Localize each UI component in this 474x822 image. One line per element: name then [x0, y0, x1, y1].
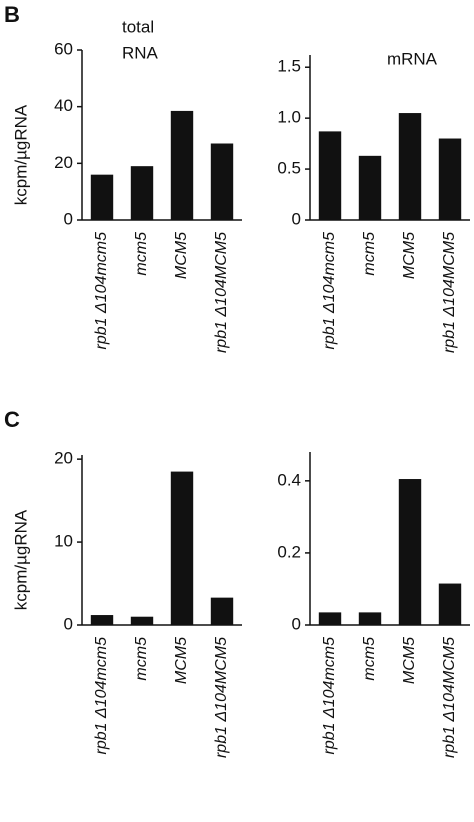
- x-tick-label: rpb1 Δ104MCM5: [213, 232, 230, 353]
- bar: [438, 583, 462, 625]
- y-tick-label: 0: [292, 209, 301, 228]
- bar: [130, 616, 154, 625]
- y-tick-label: 20: [54, 449, 73, 468]
- x-tick-label: MCM5: [173, 637, 190, 684]
- panel-label: C: [4, 407, 20, 432]
- bar: [358, 155, 382, 220]
- chart-title: RNA: [122, 43, 159, 62]
- bar: [210, 143, 234, 220]
- y-tick-label: 20: [54, 153, 73, 172]
- x-tick-label: MCM5: [401, 637, 418, 684]
- x-tick-label: MCM5: [401, 232, 418, 279]
- chart-title: mRNA: [387, 49, 438, 68]
- bar: [210, 597, 234, 625]
- bar: [170, 110, 194, 220]
- x-tick-label: mcm5: [361, 232, 378, 276]
- bar: [318, 612, 342, 625]
- chart-title: total: [122, 17, 154, 36]
- y-tick-label: 40: [54, 96, 73, 115]
- y-tick-label: 0.5: [277, 159, 301, 178]
- y-axis-label: kcpm/µgRNA: [11, 509, 30, 610]
- bar: [438, 138, 462, 220]
- y-tick-label: 10: [54, 532, 73, 551]
- bar: [170, 471, 194, 625]
- y-axis-label: kcpm/µgRNA: [11, 104, 30, 205]
- x-tick-label: rpb1 Δ104mcm5: [93, 232, 110, 350]
- y-tick-label: 0: [64, 209, 73, 228]
- y-tick-label: 0: [64, 614, 73, 633]
- bar: [398, 479, 422, 625]
- y-tick-label: 60: [54, 39, 73, 58]
- y-tick-label: 1.5: [277, 57, 301, 76]
- x-tick-label: mcm5: [133, 637, 150, 681]
- x-tick-label: mcm5: [361, 637, 378, 681]
- panel-label: B: [4, 2, 20, 27]
- y-tick-label: 0: [292, 614, 301, 633]
- x-tick-label: rpb1 Δ104MCM5: [213, 637, 230, 758]
- x-tick-label: rpb1 Δ104mcm5: [321, 637, 338, 755]
- y-tick-label: 0.2: [277, 542, 301, 561]
- bar: [398, 113, 422, 220]
- bar: [318, 131, 342, 220]
- x-tick-label: rpb1 Δ104MCM5: [441, 637, 458, 758]
- x-tick-label: rpb1 Δ104mcm5: [93, 637, 110, 755]
- x-tick-label: rpb1 Δ104MCM5: [441, 232, 458, 353]
- bar: [90, 615, 114, 625]
- x-tick-label: rpb1 Δ104mcm5: [321, 232, 338, 350]
- y-tick-label: 0.4: [277, 470, 301, 489]
- y-tick-label: 1.0: [277, 108, 301, 127]
- x-tick-label: MCM5: [173, 232, 190, 279]
- x-tick-label: mcm5: [133, 232, 150, 276]
- bar: [90, 174, 114, 220]
- bar: [358, 612, 382, 625]
- bar: [130, 166, 154, 220]
